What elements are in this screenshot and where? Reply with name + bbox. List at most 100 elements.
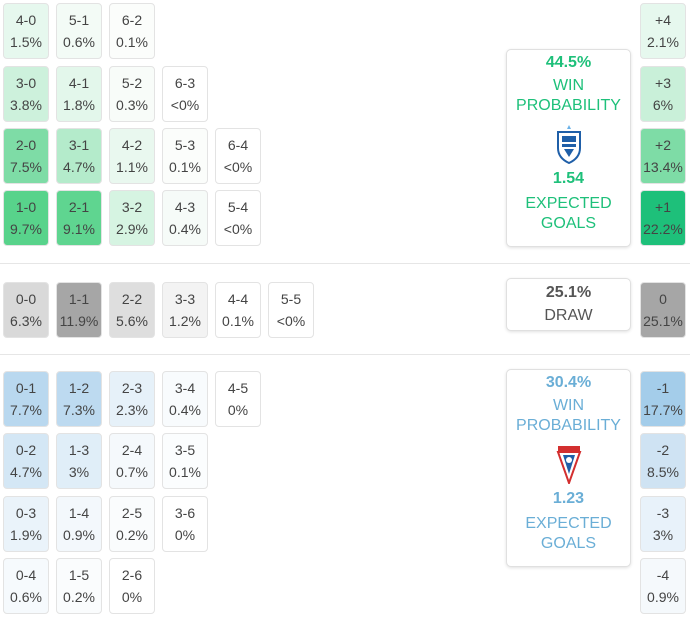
- gornik-zabrze-crest-icon: [556, 446, 581, 484]
- scoreline-label: 5-3: [174, 137, 196, 153]
- probability-value: 0.6%: [10, 589, 42, 605]
- probability-value: 0.4%: [169, 221, 201, 237]
- probability-value: 5.6%: [116, 313, 148, 329]
- goal-margin-cell: -4 0.9%: [640, 558, 686, 614]
- scoreline-label: 0-3: [15, 505, 37, 521]
- scoreline-label: 6-3: [174, 75, 196, 91]
- probability-value: 11.9%: [59, 313, 99, 329]
- scoreline-label: 5-4: [227, 199, 249, 215]
- away-scoreline-cell: 3-5 0.1%: [162, 433, 208, 489]
- scoreline-label: 5-2: [121, 75, 143, 91]
- away-scoreline-cell: 0-3 1.9%: [3, 496, 49, 552]
- away-scoreline-cell: 3-6 0%: [162, 496, 208, 552]
- probability-value: 0.1%: [116, 34, 148, 50]
- draw-scoreline-cell: 5-5 <0%: [268, 282, 314, 338]
- goal-margin-cell: 0 25.1%: [640, 282, 686, 338]
- scoreline-label: -4: [656, 567, 670, 583]
- divider-home-draw: [0, 263, 690, 264]
- probability-value: 0%: [174, 527, 196, 543]
- scoreline-label: 0-2: [15, 442, 37, 458]
- draw-scoreline-cell: 4-4 0.1%: [215, 282, 261, 338]
- probability-value: 1.1%: [116, 159, 148, 175]
- draw-scoreline-cell: 3-3 1.2%: [162, 282, 208, 338]
- home-scoreline-cell: 1-0 9.7%: [3, 190, 49, 246]
- home-scoreline-cell: 6-4 <0%: [215, 128, 261, 184]
- scoreline-label: 4-1: [68, 75, 90, 91]
- home-summary-card: 44.5% WIN PROBABILITY 1.54 EXPECTED GOAL…: [506, 49, 631, 247]
- scoreline-label: 0-1: [15, 380, 37, 396]
- draw-label: DRAW: [544, 307, 593, 324]
- probability-value: 0.1%: [222, 313, 254, 329]
- scoreline-label: 6-2: [121, 12, 143, 28]
- probability-value: 3%: [652, 527, 674, 543]
- home-win-label: WIN PROBABILITY: [516, 77, 621, 114]
- probability-value: 2.9%: [116, 221, 148, 237]
- scoreline-label: +1: [655, 199, 671, 215]
- away-win-percentage: 30.4%: [545, 374, 592, 391]
- draw-scoreline-cell: 1-1 11.9%: [56, 282, 102, 338]
- probability-value: 1.5%: [10, 34, 42, 50]
- probability-value: 9.1%: [63, 221, 95, 237]
- away-scoreline-cell: 1-3 3%: [56, 433, 102, 489]
- divider-draw-away: [0, 354, 690, 355]
- away-expected-goals: 1.23: [552, 490, 585, 507]
- draw-percentage: 25.1%: [545, 284, 592, 301]
- scoreline-label: 1-3: [68, 442, 90, 458]
- away-summary-card: 30.4% WIN PROBABILITY 1.23 EXPECTED GOAL…: [506, 369, 631, 567]
- probability-value: 0.9%: [647, 589, 679, 605]
- probability-value: 4.7%: [10, 464, 42, 480]
- away-scoreline-cell: 1-5 0.2%: [56, 558, 102, 614]
- probability-value: 1.2%: [169, 313, 201, 329]
- home-scoreline-cell: 2-1 9.1%: [56, 190, 102, 246]
- probability-value: 25.1%: [643, 313, 683, 329]
- away-win-label: WIN PROBABILITY: [516, 397, 621, 434]
- scoreline-label: 4-0: [15, 12, 37, 28]
- scoreline-label: 2-4: [121, 442, 143, 458]
- probability-value: 1.8%: [63, 97, 95, 113]
- scoreline-label: +2: [655, 137, 671, 153]
- goal-margin-cell: +4 2.1%: [640, 3, 686, 59]
- scoreline-label: 5-5: [280, 291, 302, 307]
- probability-value: 7.3%: [63, 402, 95, 418]
- scoreline-label: 3-0: [15, 75, 37, 91]
- goal-margin-cell: +3 6%: [640, 66, 686, 122]
- probability-value: 3.8%: [10, 97, 42, 113]
- lech-poznan-crest-icon: [556, 125, 581, 164]
- probability-value: 0.2%: [116, 527, 148, 543]
- scoreline-label: +4: [655, 12, 671, 28]
- goal-margin-cell: +1 22.2%: [640, 190, 686, 246]
- scoreline-label: 4-2: [121, 137, 143, 153]
- goal-margin-cell: -3 3%: [640, 496, 686, 552]
- scoreline-label: 4-3: [174, 199, 196, 215]
- away-scoreline-cell: 2-5 0.2%: [109, 496, 155, 552]
- probability-value: 0.1%: [169, 159, 201, 175]
- away-scoreline-cell: 2-6 0%: [109, 558, 155, 614]
- probability-value: <0%: [223, 159, 253, 175]
- goal-margin-cell: -2 8.5%: [640, 433, 686, 489]
- home-scoreline-cell: 5-1 0.6%: [56, 3, 102, 59]
- scoreline-label: 0-0: [15, 291, 37, 307]
- probability-value: 6%: [652, 97, 674, 113]
- probability-value: 0.2%: [63, 589, 95, 605]
- scoreline-label: 2-5: [121, 505, 143, 521]
- probability-value: 4.7%: [63, 159, 95, 175]
- probability-value: 0.7%: [116, 464, 148, 480]
- home-scoreline-cell: 3-0 3.8%: [3, 66, 49, 122]
- scoreline-label: 0-4: [15, 567, 37, 583]
- probability-value: 0.4%: [169, 402, 201, 418]
- scoreline-label: 4-5: [227, 380, 249, 396]
- home-scoreline-cell: 4-0 1.5%: [3, 3, 49, 59]
- scoreline-label: -1: [656, 380, 670, 396]
- home-scoreline-cell: 6-3 <0%: [162, 66, 208, 122]
- scoreline-label: 2-6: [121, 567, 143, 583]
- scoreline-label: 3-1: [68, 137, 90, 153]
- scoreline-label: 2-3: [121, 380, 143, 396]
- away-scoreline-cell: 0-4 0.6%: [3, 558, 49, 614]
- probability-value: 0%: [121, 589, 143, 605]
- scoreline-label: 3-5: [174, 442, 196, 458]
- home-scoreline-cell: 3-2 2.9%: [109, 190, 155, 246]
- scoreline-label: 1-5: [68, 567, 90, 583]
- probability-value: 9.7%: [10, 221, 42, 237]
- scoreline-label: 0: [659, 291, 667, 307]
- scoreline-label: 3-3: [174, 291, 196, 307]
